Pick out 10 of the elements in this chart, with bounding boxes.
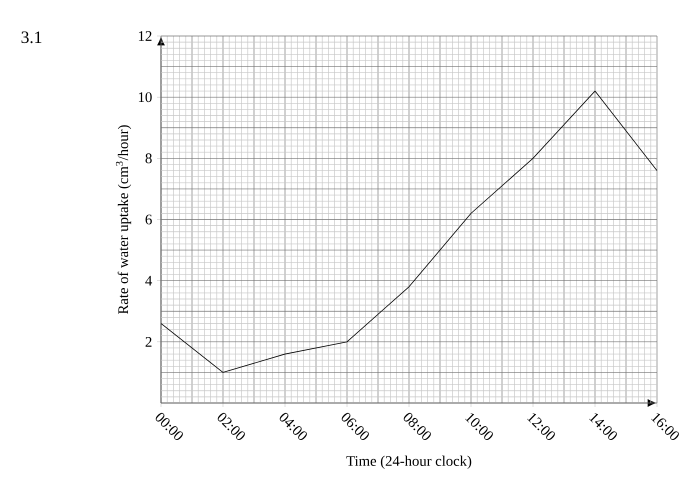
y-tick-label: 8 [146, 153, 152, 164]
y-tick-label: 2 [146, 336, 152, 347]
y-axis-title: Rate of water uptake (cm$^{3}$/hour) [116, 125, 132, 314]
line-series [160, 90, 658, 373]
y-tick-label: 12 [138, 31, 152, 41]
y-tick-label: 10 [138, 92, 152, 102]
text: 3.1 [22, 31, 42, 44]
y-tick-label: 6 [146, 214, 152, 224]
x-axis-title: Time (24-hour clock) [346, 456, 472, 469]
y-tick-label: 4 [145, 276, 152, 286]
